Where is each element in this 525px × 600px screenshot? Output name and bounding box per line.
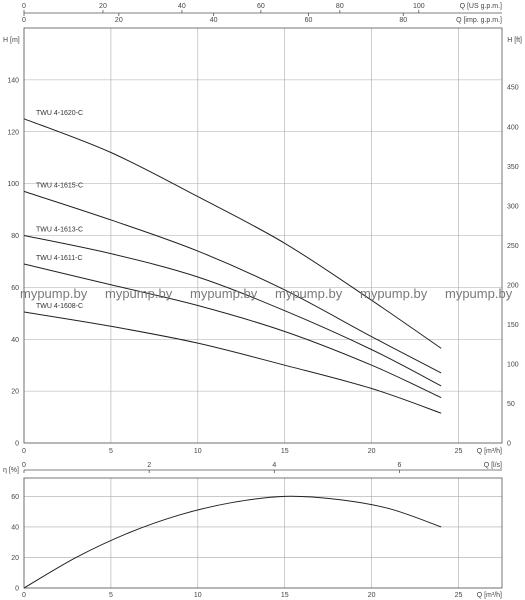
ft-tick-label: 450 xyxy=(507,85,519,92)
y-tick-label: 0 xyxy=(15,586,19,593)
series-line xyxy=(23,190,442,374)
y-tick-label: 60 xyxy=(11,285,19,292)
ft-tick-label: 0 xyxy=(507,441,511,448)
imp-gpm-axis-label: Q [imp. g.p.m.] xyxy=(456,17,502,24)
y-tick-label: 120 xyxy=(7,129,19,136)
us-gpm-tick-label: 80 xyxy=(336,3,344,10)
head-chart: 0 5 10 15 20 25 Q [m³/h] 0 20 40 60 80 100 120 140 H [m… xyxy=(3,3,522,455)
watermark-text: mypump.by xyxy=(445,286,513,301)
us-gpm-tick-label: 0 xyxy=(22,3,26,10)
ft-tick-label: 400 xyxy=(507,124,519,131)
y-tick-label: 40 xyxy=(11,524,19,531)
series-label: TWU 4-1620-C xyxy=(36,110,83,117)
series-label: TWU 4-1615-C xyxy=(36,182,83,189)
x-tick-label: 15 xyxy=(281,592,289,599)
ls-tick-label: 4 xyxy=(272,462,276,469)
watermark-text: mypump.by xyxy=(190,286,258,301)
imp-gpm-tick-label: 80 xyxy=(399,17,407,24)
x-tick-label: 25 xyxy=(455,448,463,455)
ft-tick-label: 250 xyxy=(507,243,519,250)
imp-gpm-tick-label: 20 xyxy=(115,17,123,24)
watermark-text: mypump.by xyxy=(105,286,173,301)
ft-tick-label: 300 xyxy=(507,203,519,210)
ft-tick-label: 200 xyxy=(507,282,519,289)
efficiency-line xyxy=(23,495,442,589)
x-tick-label: 10 xyxy=(194,448,202,455)
y-tick-label: 20 xyxy=(11,389,19,396)
series-label: TWU 4-1613-C xyxy=(36,227,83,234)
ft-tick-label: 350 xyxy=(507,164,519,171)
x-tick-label: 20 xyxy=(368,592,376,599)
series-line xyxy=(23,118,442,349)
us-gpm-tick-label: 40 xyxy=(178,3,186,10)
imp-gpm-tick-label: 0 xyxy=(22,17,26,24)
us-gpm-tick-label: 100 xyxy=(413,3,425,10)
imp-gpm-tick-label: 60 xyxy=(305,17,313,24)
x-tick-label: 5 xyxy=(109,448,113,455)
secondary-y-axis-label: H [ft] xyxy=(507,37,522,44)
ls-tick-label: 0 xyxy=(22,462,26,469)
watermark-text: mypump.by xyxy=(360,286,428,301)
x-axis-label: Q [m³/h] xyxy=(477,592,502,599)
y-tick-label: 40 xyxy=(11,337,19,344)
y-tick-label: 100 xyxy=(7,181,19,188)
y-tick-label: 20 xyxy=(11,555,19,562)
ft-tick-label: 100 xyxy=(507,361,519,368)
x-tick-label: 0 xyxy=(22,448,26,455)
ls-axis-label: Q [l/s] xyxy=(484,462,502,469)
x-tick-label: 0 xyxy=(22,592,26,599)
imp-gpm-tick-label: 40 xyxy=(210,17,218,24)
x-tick-label: 5 xyxy=(109,592,113,599)
x-axis-label: Q [m³/h] xyxy=(477,448,502,455)
x-tick-label: 15 xyxy=(281,448,289,455)
y-tick-label: 140 xyxy=(7,77,19,84)
y-tick-label: 60 xyxy=(11,494,19,501)
series-line xyxy=(23,311,442,414)
ls-tick-label: 6 xyxy=(397,462,401,469)
watermark-layer: mypump.by mypump.by mypump.by mypump.by mypu… xyxy=(20,286,513,301)
x-tick-label: 25 xyxy=(455,592,463,599)
us-gpm-axis-label: Q [US g.p.m.] xyxy=(460,3,502,10)
ft-tick-label: 50 xyxy=(507,401,515,408)
watermark-text: mypump.by xyxy=(20,286,88,301)
series-line xyxy=(23,263,442,399)
series-label: TWU 4-1611-C xyxy=(36,255,83,262)
ft-tick-label: 150 xyxy=(507,322,519,329)
y-axis-label: η [%] xyxy=(3,467,19,474)
ls-tick-label: 2 xyxy=(147,462,151,469)
series-line xyxy=(23,235,442,387)
x-tick-label: 20 xyxy=(368,448,376,455)
us-gpm-tick-label: 20 xyxy=(99,3,107,10)
us-gpm-tick-label: 60 xyxy=(257,3,265,10)
y-axis-label: H [m] xyxy=(3,37,20,44)
y-tick-label: 80 xyxy=(11,233,19,240)
x-tick-label: 10 xyxy=(194,592,202,599)
plot-frame xyxy=(23,477,503,589)
watermark-text: mypump.by xyxy=(275,286,343,301)
series-label: TWU 4-1608-C xyxy=(36,303,83,310)
y-tick-label: 0 xyxy=(15,441,19,448)
